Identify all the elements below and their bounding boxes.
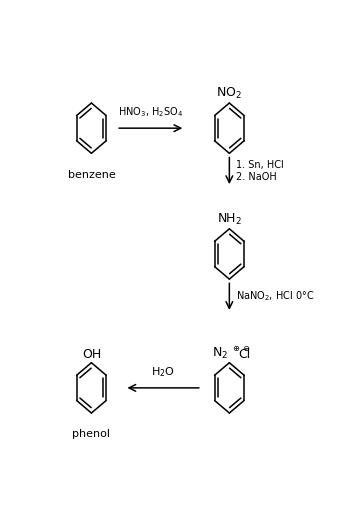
Text: NaNO$_2$, HCl 0°C: NaNO$_2$, HCl 0°C (236, 290, 315, 304)
Text: 1. Sn, HCl
2. NaOH: 1. Sn, HCl 2. NaOH (236, 160, 284, 182)
Text: phenol: phenol (72, 430, 110, 440)
Text: $\oplus$: $\oplus$ (232, 344, 240, 353)
Text: $\ominus$: $\ominus$ (242, 344, 251, 353)
Text: Cl: Cl (239, 348, 251, 360)
Text: NH$_2$: NH$_2$ (217, 212, 242, 227)
Text: $\mathregular{N_2}$: $\mathregular{N_2}$ (212, 346, 228, 360)
Text: H$_2$O: H$_2$O (151, 365, 175, 379)
Text: NO$_2$: NO$_2$ (216, 86, 242, 101)
Text: HNO$_3$, H$_2$SO$_4$: HNO$_3$, H$_2$SO$_4$ (118, 105, 183, 119)
Text: OH: OH (82, 348, 101, 360)
Text: benzene: benzene (68, 170, 115, 180)
